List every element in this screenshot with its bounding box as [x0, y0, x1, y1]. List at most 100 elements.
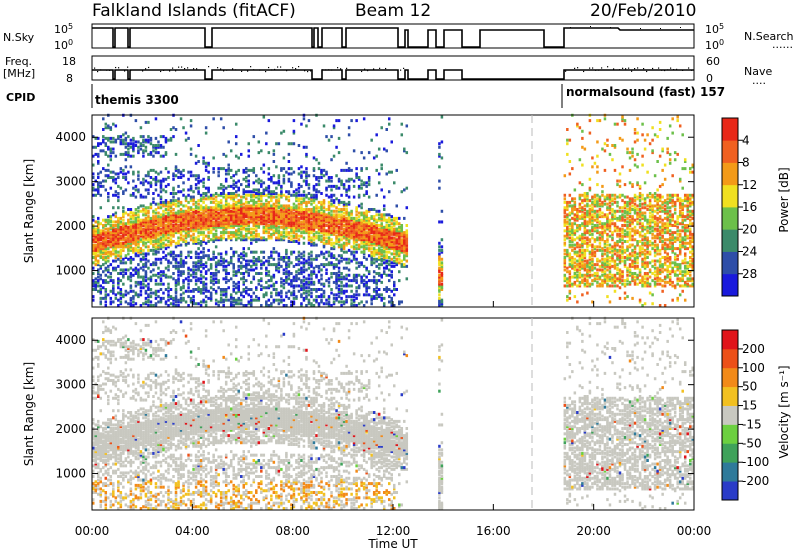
power-cell: [222, 153, 225, 156]
power-cell: [180, 258, 183, 261]
power-cell: [175, 192, 178, 195]
power-cell: [137, 146, 140, 149]
power-cell: [135, 212, 138, 215]
power-cell: [268, 231, 271, 234]
power-cell: [217, 201, 220, 204]
power-cell: [333, 245, 336, 248]
power-cell: [167, 260, 170, 263]
power-cell: [105, 224, 108, 227]
power-cell: [155, 137, 158, 140]
power-cell: [150, 203, 153, 206]
power-cell: [245, 180, 248, 183]
power-cell: [187, 276, 190, 279]
power-cell: [197, 199, 200, 202]
power-cell: [245, 197, 248, 200]
power-cell: [320, 238, 323, 241]
power-cell: [348, 201, 351, 204]
power-cell: [97, 176, 100, 179]
power-cell: [298, 187, 301, 190]
power-cell: [160, 201, 163, 204]
power-cell: [195, 279, 198, 282]
cpid-right-code: 157: [700, 85, 725, 99]
power-cell: [355, 274, 358, 277]
power-cell: [215, 229, 218, 232]
power-cell: [273, 263, 276, 266]
power-cell: [396, 258, 399, 261]
power-cell: [398, 279, 401, 282]
power-cell: [122, 133, 125, 136]
power-cell: [438, 249, 441, 252]
power-cell: [220, 263, 223, 266]
power-cell: [375, 258, 378, 261]
power-cell: [333, 242, 336, 245]
power-cell: [315, 183, 318, 186]
power-cell: [197, 256, 200, 259]
power-cell: [157, 212, 160, 215]
power-data: [92, 114, 694, 307]
power-cell: [127, 258, 130, 261]
power-cell: [335, 258, 338, 261]
power-cell: [202, 178, 205, 181]
power-cell: [157, 215, 160, 218]
power-cell: [308, 256, 311, 259]
power-cell: [135, 281, 138, 284]
power-cell: [335, 206, 338, 209]
power-cell: [253, 231, 256, 234]
power-cell: [330, 199, 333, 202]
power-cell: [290, 292, 293, 295]
power-cell: [315, 295, 318, 298]
power-cell: [298, 290, 301, 293]
power-cell: [235, 171, 238, 174]
power-cell: [288, 204, 291, 207]
power-cell: [180, 286, 183, 289]
power-cell: [107, 155, 110, 158]
power-cell: [300, 165, 303, 168]
power-cell: [285, 171, 288, 174]
power-cell: [105, 256, 108, 259]
power-cell: [303, 292, 306, 295]
power-cell: [360, 276, 363, 279]
power-cell: [140, 210, 143, 213]
power-cell: [175, 265, 178, 268]
power-cell: [152, 240, 155, 243]
power-cell: [273, 283, 276, 286]
power-cell: [569, 276, 572, 279]
power-cell: [127, 219, 130, 222]
power-cell: [142, 139, 145, 142]
power-cell: [107, 196, 110, 199]
power-cell: [280, 167, 283, 170]
power-cell: [215, 302, 218, 305]
power-cell: [132, 180, 135, 183]
power-cell: [107, 169, 110, 172]
power-cell: [167, 276, 170, 279]
power-cell: [240, 196, 243, 199]
power-cell: [315, 231, 318, 234]
power-cell: [160, 288, 163, 291]
power-cell: [250, 295, 253, 298]
power-cell: [137, 281, 140, 284]
nave-point: [232, 68, 233, 69]
power-cell: [320, 176, 323, 179]
power-cell: [305, 171, 308, 174]
power-cell: [310, 251, 313, 254]
power-cell: [205, 235, 208, 238]
power-cell: [358, 284, 361, 287]
power-cell: [215, 233, 218, 236]
power-cell: [235, 142, 238, 145]
power-cell: [227, 172, 230, 175]
power-cell: [100, 181, 103, 184]
power-cell: [135, 188, 138, 191]
power-cell: [250, 169, 253, 172]
power-cell: [305, 167, 308, 170]
power-cell: [135, 302, 138, 305]
power-cell: [365, 293, 368, 296]
power-cell: [574, 244, 577, 247]
power-cell: [97, 290, 100, 293]
freq-trace: [92, 70, 694, 79]
power-cell: [406, 124, 409, 127]
power-cell: [175, 153, 178, 156]
power-cell: [310, 277, 313, 280]
noise-right-tick-bottom: 100: [705, 38, 724, 52]
power-cell: [350, 284, 353, 287]
